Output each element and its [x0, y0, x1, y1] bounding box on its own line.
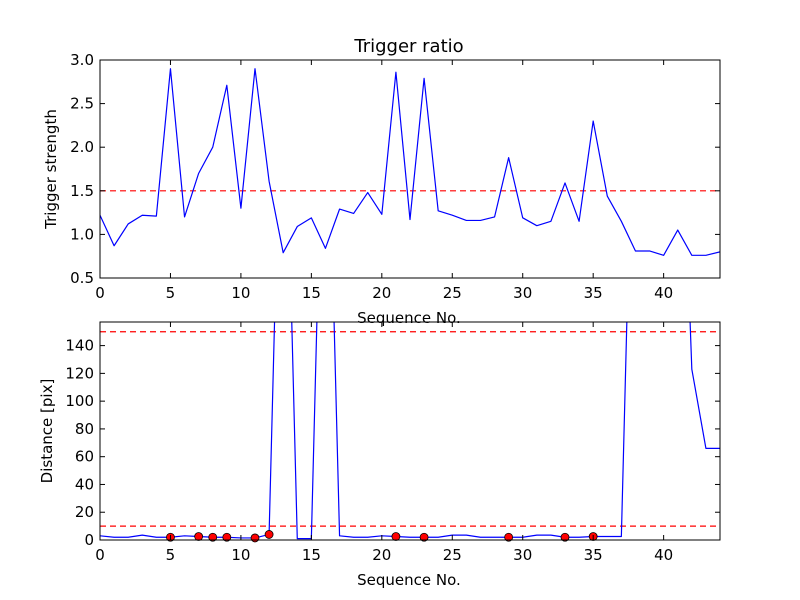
x-tick-label: 15 [302, 546, 321, 564]
axes-frame [99, 59, 721, 279]
x-tick-label: 20 [372, 284, 391, 302]
plot-area: 0 5 10 15 20 25 30 35 40 0 20 40 60 80 100 120 140 [65, 321, 721, 564]
plot-data-layer [100, 322, 720, 540]
data-marker [419, 532, 429, 542]
y-axis-title: Distance [pix] [38, 379, 56, 484]
y-tick-label: 40 [75, 475, 94, 493]
y-tick-label: 3.0 [70, 51, 94, 69]
x-tick-label: 5 [166, 546, 176, 564]
x-tick-label: 25 [443, 284, 462, 302]
y-tick-label: 2.0 [70, 138, 94, 156]
y-tick-label: 80 [75, 420, 94, 438]
x-tick-label: 25 [443, 546, 462, 564]
data-marker [208, 532, 218, 542]
y-tick-label: 60 [75, 448, 94, 466]
data-marker [222, 532, 232, 542]
plot-data-layer [100, 68, 720, 256]
x-tick-label: 0 [95, 546, 105, 564]
x-tick-label: 30 [513, 284, 532, 302]
y-tick-label: 100 [65, 392, 94, 410]
y-tick-label: 1.5 [70, 182, 94, 200]
x-tick-label: 20 [372, 546, 391, 564]
x-tick-label: 35 [584, 546, 603, 564]
x-tick-label: 15 [302, 284, 321, 302]
plot-area: 0 5 10 15 20 25 30 35 40 0.5 1.0 1.5 2.0 2.5 3.0 [70, 51, 721, 302]
data-marker [391, 532, 401, 541]
data-marker [250, 533, 260, 543]
x-tick-label: 10 [231, 284, 250, 302]
data-marker [194, 532, 204, 541]
trigger-ratio-chart: Trigger ratio 0 5 10 15 20 25 30 35 40 0.5 1.0 1.5 2… [42, 36, 721, 327]
x-tick-label: 40 [654, 284, 673, 302]
x-tick-label: 30 [513, 546, 532, 564]
x-tick-label: 0 [95, 284, 105, 302]
x-tick-label: 35 [584, 284, 603, 302]
x-tick-label: 10 [231, 546, 250, 564]
x-axis-title: Sequence No. [357, 571, 461, 589]
data-marker [560, 532, 570, 542]
data-marker [264, 530, 274, 539]
y-tick-label: 0 [84, 531, 94, 549]
chart-title: Trigger ratio [353, 36, 463, 57]
y-tick-label: 140 [65, 337, 94, 355]
x-tick-label: 5 [166, 284, 176, 302]
axes-frame [99, 321, 721, 541]
distance-chart: 0 5 10 15 20 25 30 35 40 0 20 40 60 80 100 120 140 Seque… [38, 321, 721, 589]
y-tick-label: 20 [75, 503, 94, 521]
series-line [100, 322, 720, 540]
y-tick-label: 120 [65, 364, 94, 382]
x-tick-label: 40 [654, 546, 673, 564]
y-tick-label: 1.0 [70, 225, 94, 243]
y-tick-label: 0.5 [70, 269, 94, 287]
y-axis-title: Trigger strength [42, 109, 60, 230]
y-tick-label: 2.5 [70, 95, 94, 113]
x-axis-title: Sequence No. [357, 309, 461, 327]
data-marker [504, 532, 514, 542]
series-line [100, 68, 720, 256]
